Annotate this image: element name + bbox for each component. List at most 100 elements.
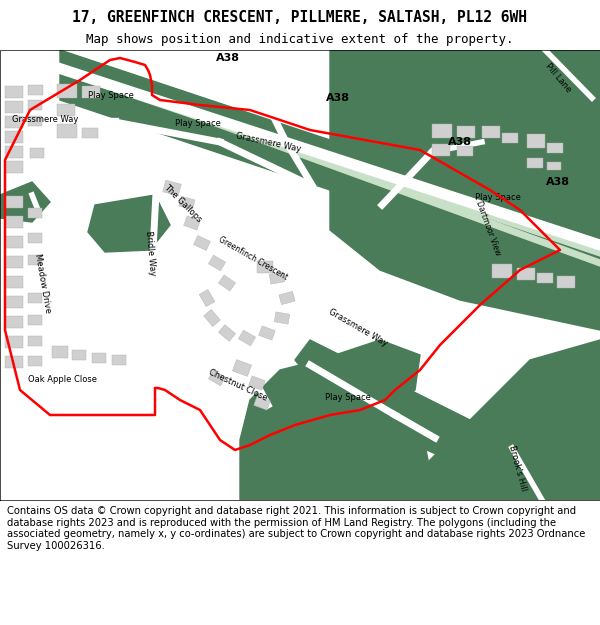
Polygon shape: [60, 65, 600, 256]
Text: The Gallops: The Gallops: [163, 182, 203, 224]
Polygon shape: [274, 312, 290, 324]
Bar: [517, 268, 535, 280]
Polygon shape: [249, 376, 265, 390]
Polygon shape: [208, 255, 226, 271]
Bar: [28, 100, 42, 110]
Bar: [82, 128, 98, 138]
Bar: [5, 216, 23, 228]
Text: Map shows position and indicative extent of the property.: Map shows position and indicative extent…: [86, 32, 514, 46]
Bar: [28, 233, 42, 243]
Text: Contains OS data © Crown copyright and database right 2021. This information is : Contains OS data © Crown copyright and d…: [7, 506, 586, 551]
Bar: [5, 256, 23, 268]
Bar: [527, 158, 543, 168]
Bar: [5, 101, 23, 113]
Bar: [5, 131, 23, 143]
Text: 17, GREENFINCH CRESCENT, PILLMERE, SALTASH, PL12 6WH: 17, GREENFINCH CRESCENT, PILLMERE, SALTA…: [73, 10, 527, 25]
Text: Play Space: Play Space: [175, 119, 221, 127]
Text: A38: A38: [216, 53, 240, 63]
Bar: [5, 161, 23, 173]
Bar: [547, 162, 561, 170]
Bar: [492, 264, 512, 278]
Text: Play Space: Play Space: [325, 394, 371, 402]
Polygon shape: [40, 57, 600, 250]
Polygon shape: [163, 180, 181, 196]
Polygon shape: [279, 291, 295, 304]
Bar: [432, 124, 452, 138]
Bar: [82, 86, 100, 98]
Bar: [5, 146, 23, 158]
Bar: [28, 356, 42, 366]
Polygon shape: [295, 340, 490, 460]
Bar: [5, 336, 23, 348]
Bar: [112, 355, 126, 365]
Polygon shape: [259, 326, 275, 340]
Text: Grassmere Way: Grassmere Way: [327, 308, 389, 349]
Bar: [527, 134, 545, 148]
Bar: [28, 315, 42, 325]
Text: Grassmere Way: Grassmere Way: [235, 131, 301, 153]
Polygon shape: [203, 309, 220, 327]
Bar: [28, 85, 43, 95]
Polygon shape: [218, 275, 236, 291]
Bar: [28, 116, 42, 126]
Bar: [28, 336, 42, 346]
Polygon shape: [330, 50, 600, 330]
Bar: [52, 346, 68, 358]
Text: Bridle Way: Bridle Way: [143, 230, 157, 276]
Bar: [432, 144, 450, 156]
Bar: [5, 296, 23, 308]
Bar: [28, 293, 42, 303]
Bar: [547, 143, 563, 153]
Polygon shape: [179, 196, 195, 209]
Bar: [5, 236, 23, 248]
Polygon shape: [320, 340, 420, 410]
Polygon shape: [254, 396, 270, 410]
Bar: [57, 104, 75, 116]
Text: Dartmoor View: Dartmoor View: [474, 199, 502, 256]
Text: Brook's Hill: Brook's Hill: [508, 444, 529, 492]
Bar: [5, 116, 23, 128]
Polygon shape: [88, 195, 170, 252]
Polygon shape: [238, 330, 256, 346]
Bar: [30, 148, 44, 158]
Bar: [92, 353, 106, 363]
Bar: [28, 255, 42, 265]
Bar: [502, 133, 518, 143]
Text: A38: A38: [546, 177, 570, 187]
Polygon shape: [208, 370, 226, 386]
Bar: [457, 146, 473, 156]
Bar: [57, 84, 77, 98]
Bar: [5, 276, 23, 288]
Polygon shape: [232, 359, 251, 376]
Polygon shape: [240, 360, 430, 500]
Text: Grassmere Way: Grassmere Way: [12, 116, 78, 124]
Text: Greenfinch Crescent: Greenfinch Crescent: [217, 234, 289, 281]
Polygon shape: [400, 340, 600, 500]
Bar: [5, 356, 23, 368]
Bar: [5, 316, 23, 328]
Bar: [5, 86, 23, 98]
Bar: [482, 126, 500, 138]
Polygon shape: [218, 324, 236, 341]
Text: Meadow Drive: Meadow Drive: [34, 253, 53, 314]
Text: Play Space: Play Space: [88, 91, 134, 101]
Bar: [257, 261, 273, 273]
Bar: [72, 350, 86, 360]
Bar: [457, 126, 475, 138]
Polygon shape: [100, 78, 600, 266]
Text: Play Space: Play Space: [475, 194, 521, 202]
Polygon shape: [184, 216, 200, 230]
Text: Oak Apple Close: Oak Apple Close: [29, 376, 97, 384]
Polygon shape: [269, 272, 285, 284]
Text: Pill Lane: Pill Lane: [543, 62, 573, 94]
Polygon shape: [60, 50, 600, 280]
Bar: [557, 276, 575, 288]
Bar: [57, 124, 77, 138]
Bar: [5, 196, 23, 208]
Text: Chestnut Close: Chestnut Close: [207, 368, 269, 402]
Text: A38: A38: [326, 93, 350, 103]
Text: A38: A38: [448, 137, 472, 147]
Bar: [537, 273, 553, 283]
Polygon shape: [0, 182, 50, 222]
Polygon shape: [194, 236, 211, 251]
